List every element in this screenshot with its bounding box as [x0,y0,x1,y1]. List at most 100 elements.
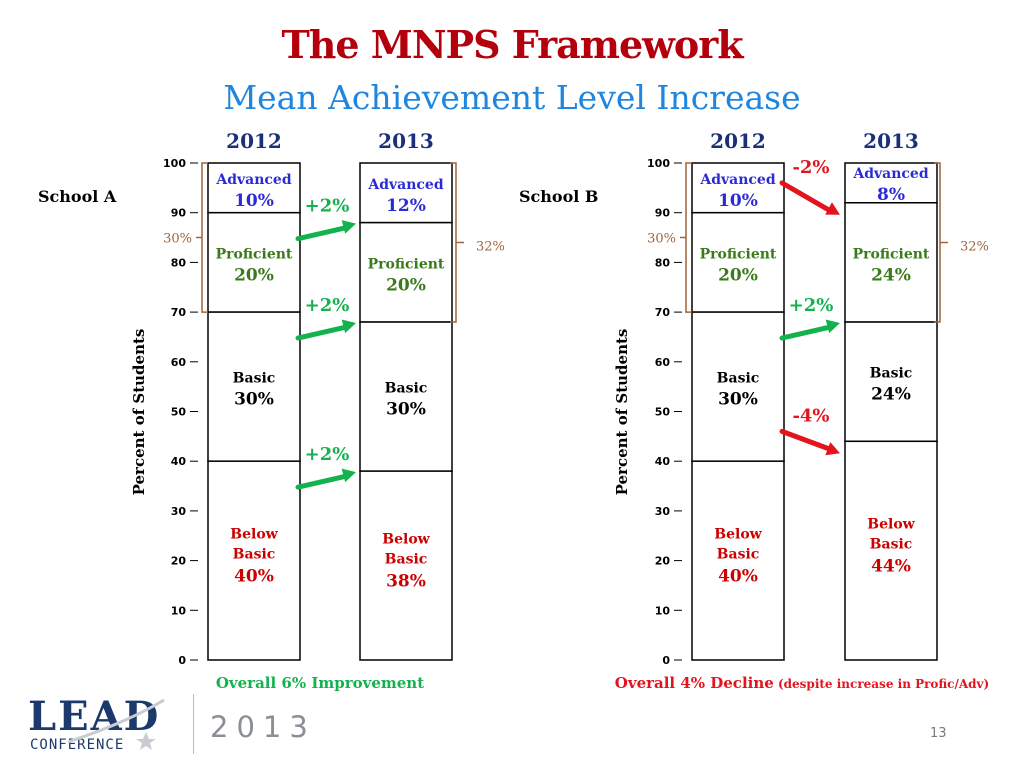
arrow-head [825,319,840,334]
year-header: 2012 [710,129,766,153]
segment-value: 40% [718,567,758,587]
segment-value: 24% [871,385,911,405]
arrow-head [825,442,840,456]
bracket [680,162,692,313]
segment-label: Below [867,517,915,533]
year-header: 2013 [378,129,434,153]
segment-value: 38% [386,572,426,592]
change-label: +2% [305,196,350,217]
y-tick-label: 30 [171,505,187,518]
y-tick-label: 60 [171,356,187,369]
slide-title: The MNPS Framework [281,22,743,67]
segment-label: Basic [870,537,913,553]
lead-conference-logo: LEAD CONFERENCE [28,693,165,752]
bracket-label: 32% [960,240,989,255]
year-header: 2012 [226,129,282,153]
segment-label: Basic [870,366,913,382]
segment-label: Advanced [215,172,291,188]
arrow-head [341,220,356,234]
logo-subtext: CONFERENCE [30,737,124,752]
segment-label: Advanced [367,177,443,193]
y-tick-label: 10 [655,604,671,617]
arrow-shaft [295,473,349,490]
summary-text: Overall 6% Improvement [216,674,424,692]
y-axis-label: Percent of Students [613,329,631,496]
arrow-shaft [295,324,349,341]
segment-label: Proficient [853,246,930,262]
summary-text: Overall 4% Decline (despite increase in … [615,674,989,692]
segment-value: 10% [234,191,274,211]
chart-school-a: School A Percent of Students 0 10 20 30 40 50 60… [38,129,505,692]
change-arrow-down: -4% [779,405,840,456]
segment-value: 8% [877,185,905,205]
y-tick-label: 50 [655,406,671,419]
summary-note: (despite increase in Profic/Adv) [774,677,989,691]
y-tick-label: 70 [655,306,671,319]
segment-label: Proficient [368,256,445,272]
bracket-label: 30% [647,232,676,247]
school-label: School A [38,187,117,206]
change-arrow-up: +2% [295,295,356,341]
arrow-head [341,468,356,483]
arrow-head [825,202,840,215]
summary-main: Overall 6% Improvement [216,674,424,692]
segment-label: Basic [233,547,276,563]
segment-value: 10% [718,191,758,211]
bracket [196,162,208,313]
arrow-shaft [779,428,833,452]
logo-year: 2013 [210,710,316,744]
segment-below_basic [844,440,938,661]
y-tick-label: 90 [655,207,671,220]
y-axis-label: Percent of Students [130,329,148,496]
segment-label: Basic [385,381,428,397]
change-arrow-up: +2% [295,196,356,242]
segment-value: 44% [871,557,911,577]
segment-below_basic [691,460,785,661]
segment-value: 20% [386,275,426,295]
segment-label: Basic [233,371,276,387]
segment-label: Basic [717,547,760,563]
segment-value: 20% [718,265,758,285]
segment-proficient [691,211,785,313]
y-tick-label: 60 [655,356,671,369]
segment-advanced [844,162,938,204]
segment-basic [359,321,453,472]
segment-proficient [844,202,938,323]
arrow-head [341,319,356,334]
star-icon [136,732,156,750]
y-tick-label: 80 [171,256,187,269]
bracket [450,162,464,323]
school-label: School B [519,187,598,206]
year-header: 2013 [863,129,919,153]
change-label: -4% [792,405,829,426]
segment-label: Basic [385,552,428,568]
segment-value: 30% [386,400,426,420]
y-tick-label: 40 [171,455,187,468]
segment-below_basic [359,470,453,661]
arrow-shaft [779,324,833,341]
segment-label: Proficient [700,246,777,262]
segment-advanced [207,162,301,214]
segment-label: Below [230,527,278,543]
y-tick-label: 30 [655,505,671,518]
y-tick-label: 90 [171,207,187,220]
y-tick-label: 70 [171,306,187,319]
segment-label: Below [382,532,430,548]
segment-basic [207,311,301,462]
logo-swoosh [67,698,165,744]
change-arrow-down: -2% [779,157,840,215]
segment-proficient [359,221,453,323]
change-label: +2% [789,295,834,316]
change-arrow-up: +2% [295,444,356,490]
segment-value: 30% [718,390,758,410]
change-label: +2% [305,295,350,316]
bracket-label: 30% [163,232,192,247]
segment-proficient [207,211,301,313]
segment-advanced [691,162,785,214]
segment-below_basic [207,460,301,661]
summary-main: Overall 4% Decline [615,674,774,692]
y-tick-label: 100 [647,157,670,170]
y-tick-label: 0 [178,654,186,667]
bracket-label: 32% [476,240,505,255]
